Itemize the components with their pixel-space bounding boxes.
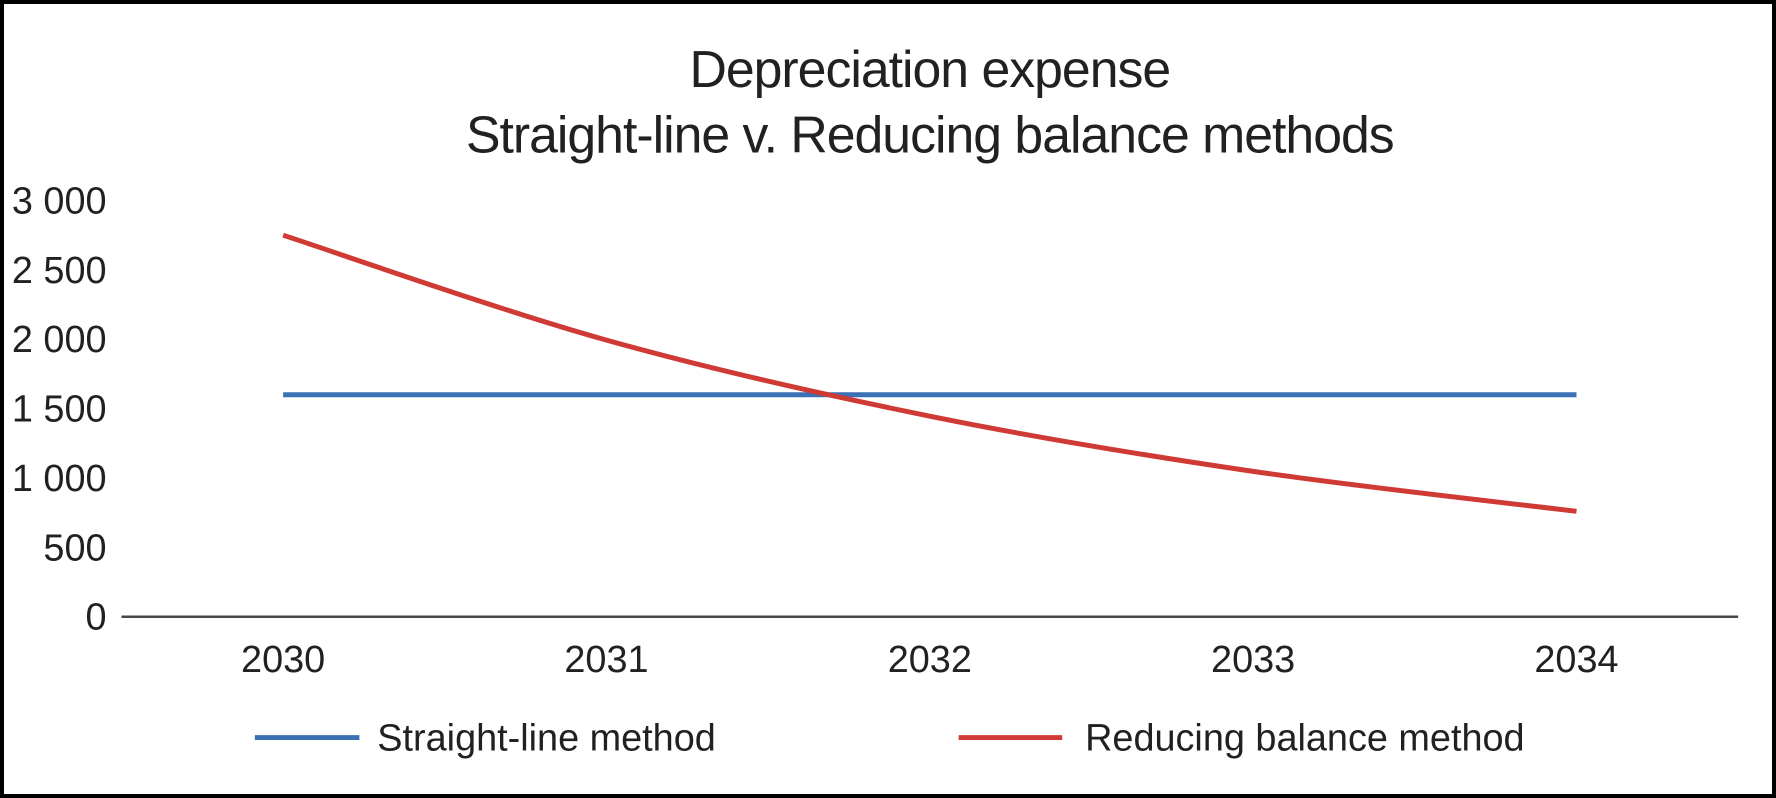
x-tick-label: 2034 [1534, 638, 1618, 680]
y-tick-label: 1 000 [12, 457, 107, 499]
y-tick-label: 500 [43, 526, 106, 568]
legend: Straight-line method Reducing balance met… [254, 717, 1525, 759]
y-tick-label: 0 [85, 596, 106, 638]
legend-label-1: Straight-line method [377, 717, 715, 759]
legend-label-2: Reducing balance method [1085, 717, 1524, 759]
y-tick-label: 2 500 [12, 249, 107, 291]
chart-title-line2: Straight-line v. Reducing balance method… [466, 106, 1394, 164]
x-axis-tick-labels: 2030 2031 2032 2033 2034 [241, 638, 1619, 680]
y-tick-label: 3 000 [12, 179, 107, 221]
chart-title-line1: Depreciation expense [689, 40, 1170, 98]
x-tick-label: 2033 [1211, 638, 1295, 680]
reducing-balance-method-line [282, 232, 1577, 514]
y-axis-tick-labels: 0 500 1 000 1 500 2 000 2 500 3 000 [12, 179, 107, 637]
x-tick-label: 2031 [564, 638, 648, 680]
series-lines [282, 232, 1577, 514]
x-tick-label: 2030 [241, 638, 325, 680]
depreciation-chart: Depreciation expense Straight-line v. Re… [12, 40, 1739, 759]
x-tick-label: 2032 [888, 638, 972, 680]
y-tick-label: 1 500 [12, 388, 107, 430]
y-tick-label: 2 000 [12, 318, 107, 360]
